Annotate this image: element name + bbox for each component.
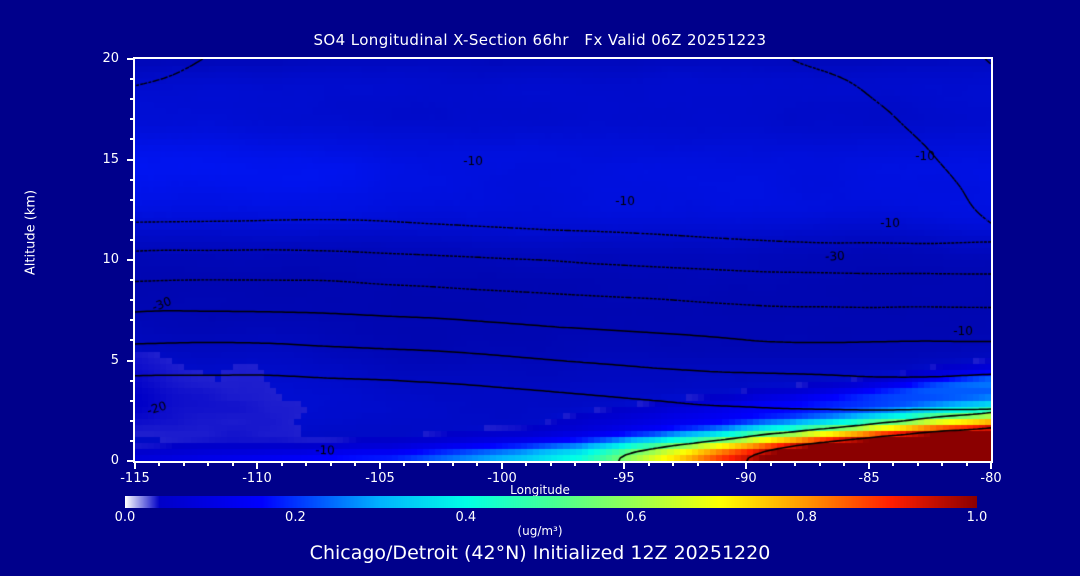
y-tick-minor — [130, 239, 135, 241]
x-tick-minor — [574, 461, 576, 466]
x-tick-minor — [697, 461, 699, 466]
x-tick-label: -100 — [487, 471, 517, 486]
y-tick-minor — [130, 138, 135, 140]
y-tick-label: 0 — [110, 453, 119, 468]
cross-section-heatmap — [135, 59, 991, 461]
x-tick-minor — [672, 461, 674, 466]
y-tick-minor — [130, 420, 135, 422]
colorbar — [125, 496, 977, 508]
y-tick-minor — [130, 118, 135, 120]
y-tick-major — [127, 360, 135, 362]
x-tick-minor — [330, 461, 332, 466]
x-tick-label: -95 — [613, 471, 635, 486]
x-tick-minor — [207, 461, 209, 466]
x-tick-label: -90 — [735, 471, 757, 486]
x-tick-major — [134, 461, 136, 469]
x-tick-major — [256, 461, 258, 469]
x-tick-label: -85 — [858, 471, 880, 486]
x-tick-major — [745, 461, 747, 469]
x-tick-label: -80 — [980, 471, 1002, 486]
x-tick-minor — [305, 461, 307, 466]
y-tick-minor — [130, 78, 135, 80]
x-tick-major — [623, 461, 625, 469]
y-tick-major — [127, 460, 135, 462]
x-tick-label: -105 — [365, 471, 395, 486]
x-tick-minor — [476, 461, 478, 466]
x-tick-major — [501, 461, 503, 469]
x-tick-minor — [794, 461, 796, 466]
y-tick-minor — [130, 279, 135, 281]
x-tick-minor — [843, 461, 845, 466]
x-tick-minor — [770, 461, 772, 466]
y-tick-major — [127, 259, 135, 261]
y-tick-minor — [130, 98, 135, 100]
x-tick-minor — [819, 461, 821, 466]
x-axis-label: Longitude — [510, 483, 570, 497]
y-tick-label: 15 — [102, 152, 119, 167]
y-tick-minor — [130, 299, 135, 301]
x-tick-minor — [281, 461, 283, 466]
x-tick-minor — [427, 461, 429, 466]
y-tick-major — [127, 58, 135, 60]
x-tick-minor — [648, 461, 650, 466]
colorbar-units-label: (ug/m³) — [517, 524, 563, 538]
figure-caption: Chicago/Detroit (42°N) Initialized 12Z 2… — [309, 542, 771, 564]
x-tick-minor — [550, 461, 552, 466]
x-tick-label: -110 — [242, 471, 272, 486]
y-axis-label: Altitude (km) — [23, 189, 39, 276]
colorbar-tick-label: 0.8 — [796, 510, 817, 525]
x-tick-minor — [452, 461, 454, 466]
colorbar-tick-label: 0.2 — [285, 510, 306, 525]
x-tick-minor — [917, 461, 919, 466]
y-tick-minor — [130, 400, 135, 402]
y-tick-minor — [130, 380, 135, 382]
x-tick-label: -115 — [120, 471, 150, 486]
x-tick-minor — [158, 461, 160, 466]
y-tick-minor — [130, 440, 135, 442]
y-tick-minor — [130, 219, 135, 221]
x-tick-minor — [941, 461, 943, 466]
y-tick-minor — [130, 199, 135, 201]
y-tick-label: 20 — [102, 51, 119, 66]
x-tick-minor — [966, 461, 968, 466]
colorbar-tick-label: 0.6 — [625, 510, 647, 525]
colorbar-gradient — [125, 496, 977, 508]
x-tick-minor — [403, 461, 405, 466]
x-tick-major — [868, 461, 870, 469]
page-title: SO4 Longitudinal X-Section 66hr Fx Valid… — [313, 31, 767, 49]
x-tick-minor — [183, 461, 185, 466]
x-tick-minor — [525, 461, 527, 466]
y-tick-major — [127, 159, 135, 161]
x-tick-minor — [232, 461, 234, 466]
colorbar-tick-label: 0.0 — [114, 510, 136, 525]
y-tick-minor — [130, 179, 135, 181]
x-tick-major — [379, 461, 381, 469]
x-tick-minor — [599, 461, 601, 466]
y-tick-minor — [130, 339, 135, 341]
y-tick-label: 10 — [102, 252, 119, 267]
y-tick-label: 5 — [110, 353, 119, 368]
y-tick-minor — [130, 319, 135, 321]
x-tick-major — [990, 461, 992, 469]
x-tick-minor — [892, 461, 894, 466]
x-tick-minor — [721, 461, 723, 466]
x-tick-minor — [354, 461, 356, 466]
plot-area — [133, 57, 993, 463]
colorbar-tick-label: 0.4 — [455, 510, 477, 525]
colorbar-tick-label: 1.0 — [966, 510, 988, 525]
